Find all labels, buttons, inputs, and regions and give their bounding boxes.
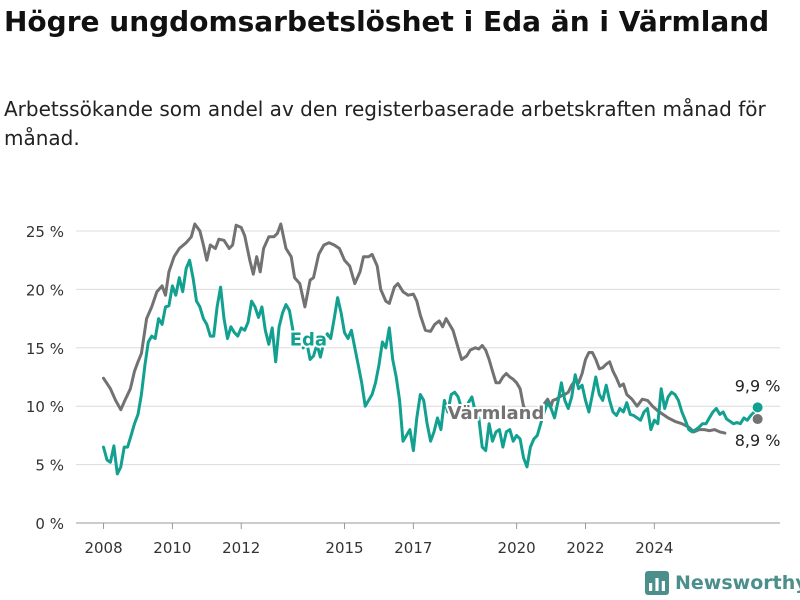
x-axis: 2008 2010 2012 2015 2017 2020 2022 2024 (76, 522, 780, 557)
x-tick-label: 2022 (566, 539, 604, 557)
x-tick-label: 2015 (325, 539, 363, 557)
chart-subtitle: Arbetssökande som andel av den registerb… (4, 97, 766, 150)
x-tick-label: 2010 (153, 539, 191, 557)
series-line-värmland (102, 222, 727, 435)
end-markers (751, 401, 764, 426)
end-value-label-värmland: 8,9 % (735, 431, 781, 450)
y-tick-label: 20 % (26, 281, 64, 299)
y-tick-label: 25 % (26, 223, 64, 241)
chart-title: Högre ungdomsarbetslöshet i Eda än i Vär… (4, 5, 770, 38)
series-label-eda: Eda (290, 329, 327, 350)
bar-chart-icon (645, 571, 669, 595)
series-label-värmland: Värmland (448, 403, 545, 424)
y-tick-label: 10 % (26, 398, 64, 416)
y-tick-label: 5 % (35, 457, 64, 475)
y-tick-label: 15 % (26, 340, 64, 358)
y-axis-tick-labels: 0 % 5 % 10 % 15 % 20 % 25 % (26, 223, 64, 533)
end-marker-eda (751, 401, 764, 414)
x-tick-label: 2017 (394, 539, 432, 557)
series-line-eda (102, 258, 760, 476)
x-tick-label: 2020 (498, 539, 536, 557)
x-tick-label: 2012 (222, 539, 260, 557)
y-tick-label: 0 % (35, 515, 64, 533)
x-tick-label: 2008 (84, 539, 122, 557)
series-lines (102, 222, 760, 476)
newsworthy-logo: Newsworthy (645, 568, 800, 598)
x-tick-label: 2024 (635, 539, 673, 557)
end-value-label-eda: 9,9 % (735, 376, 781, 395)
series-labels: 9,9 % 8,9 % Eda Värmland (288, 327, 781, 450)
brand-name: Newsworthy (675, 572, 800, 594)
end-marker-värmland (751, 413, 764, 426)
